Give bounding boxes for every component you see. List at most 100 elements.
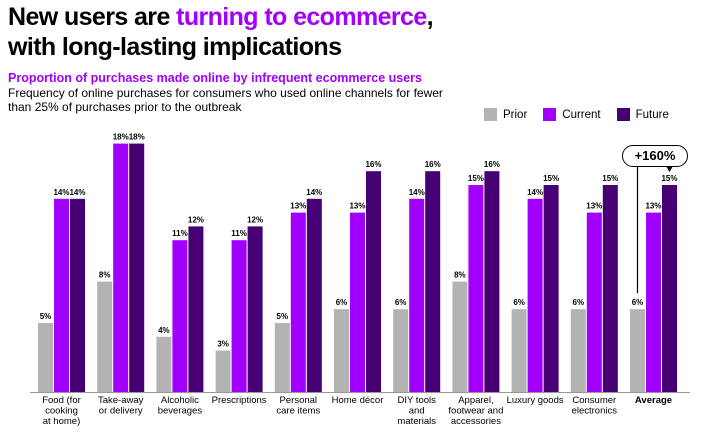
value-label-current-0: 14% xyxy=(53,188,69,197)
chart-legend: Prior Current Future xyxy=(484,108,669,121)
category-label-1-0: Take-away xyxy=(98,395,144,406)
value-label-prior-8: 6% xyxy=(513,298,525,307)
category-label-0-2: at home) xyxy=(43,416,81,427)
value-label-future-3: 12% xyxy=(247,215,263,224)
value-label-prior-10: 6% xyxy=(632,298,644,307)
value-label-current-1: 18% xyxy=(113,133,129,142)
category-label-0-1: cooking xyxy=(45,406,78,417)
bar-prior-3 xyxy=(215,350,231,392)
value-label-current-8: 14% xyxy=(527,188,543,197)
bar-current-0 xyxy=(54,198,69,392)
category-label-3-0: Prescriptions xyxy=(212,395,267,406)
legend-label-future: Future xyxy=(635,108,669,121)
category-label-1-1: or delivery xyxy=(99,406,143,417)
value-label-current-9: 13% xyxy=(586,202,602,211)
bar-current-9 xyxy=(586,212,602,392)
value-label-prior-7: 8% xyxy=(454,271,466,280)
bar-current-7 xyxy=(468,185,484,392)
category-label-5-0: Home décor xyxy=(332,395,384,406)
bar-future-0 xyxy=(70,198,85,392)
category-label-8-0: Luxury goods xyxy=(507,395,564,406)
chart-description: Frequency of online purchases for consum… xyxy=(8,86,443,114)
bar-current-5 xyxy=(350,212,365,392)
title-line2: with long-lasting implications xyxy=(8,33,342,61)
value-label-prior-2: 4% xyxy=(158,326,170,335)
bar-future-1 xyxy=(129,143,145,392)
category-label-0-0: Food (for xyxy=(42,395,81,406)
legend-item-current: Current xyxy=(543,108,601,121)
bar-prior-6 xyxy=(393,309,409,392)
title-part2: , xyxy=(426,3,434,31)
bar-prior-0 xyxy=(38,323,53,392)
value-label-future-10: 15% xyxy=(661,174,677,183)
bar-prior-1 xyxy=(97,281,113,392)
bar-prior-9 xyxy=(570,309,586,392)
bar-current-10 xyxy=(646,212,661,392)
value-label-future-8: 15% xyxy=(543,174,559,183)
legend-swatch-current xyxy=(543,108,557,121)
value-label-prior-4: 5% xyxy=(277,312,289,321)
bar-future-6 xyxy=(425,171,441,392)
value-label-prior-6: 6% xyxy=(395,298,407,307)
category-label-2-1: beverages xyxy=(158,406,203,417)
bar-prior-5 xyxy=(334,309,349,392)
category-label-6-0: DIY tools xyxy=(398,395,437,406)
category-label-2-0: Alcoholic xyxy=(161,395,199,406)
average-increase-callout: +160% xyxy=(622,145,688,167)
category-label-7-1: footwear and xyxy=(448,406,503,417)
callout-arrow-head xyxy=(666,166,673,172)
category-label-7-0: Apparel, xyxy=(458,395,493,406)
legend-item-future: Future xyxy=(616,108,669,121)
bar-current-8 xyxy=(527,198,543,392)
value-label-current-2: 11% xyxy=(172,229,188,238)
chart-subtitle: Proportion of purchases made online by i… xyxy=(8,71,422,85)
value-label-prior-9: 6% xyxy=(573,298,585,307)
title-accent: turning to ecommerce xyxy=(176,3,427,31)
bar-current-2 xyxy=(172,240,188,392)
value-label-current-4: 13% xyxy=(290,202,306,211)
legend-item-prior: Prior xyxy=(484,108,527,121)
bar-future-7 xyxy=(484,171,500,392)
category-label-7-2: accessories xyxy=(451,416,501,427)
value-label-future-1: 18% xyxy=(129,133,145,142)
bar-current-6 xyxy=(409,198,425,392)
legend-label-current: Current xyxy=(562,108,601,121)
value-label-future-2: 12% xyxy=(188,215,204,224)
title-part1: New users are xyxy=(8,3,177,31)
value-label-prior-1: 8% xyxy=(99,271,111,280)
value-label-prior-0: 5% xyxy=(40,312,52,321)
page-title: New users are turning to ecommerce, with… xyxy=(8,2,434,62)
value-label-current-7: 15% xyxy=(468,174,484,183)
value-label-prior-3: 3% xyxy=(217,340,229,349)
category-label-6-1: and xyxy=(409,406,425,417)
bar-prior-10 xyxy=(630,309,645,392)
category-label-9-1: electronics xyxy=(572,406,618,417)
value-label-future-6: 16% xyxy=(425,160,441,169)
value-label-current-6: 14% xyxy=(409,188,425,197)
category-label-9-0: Consumer xyxy=(572,395,616,406)
value-label-future-4: 14% xyxy=(306,188,322,197)
value-label-prior-5: 6% xyxy=(336,298,348,307)
bar-prior-4 xyxy=(274,323,290,392)
bar-future-9 xyxy=(602,185,618,392)
value-label-current-5: 13% xyxy=(349,202,365,211)
category-label-6-2: materials xyxy=(397,416,436,427)
bar-future-3 xyxy=(247,226,263,392)
bar-future-10 xyxy=(662,185,677,392)
bar-future-8 xyxy=(543,185,559,392)
value-label-future-7: 16% xyxy=(484,160,500,169)
value-label-future-5: 16% xyxy=(365,160,381,169)
bar-prior-7 xyxy=(452,281,468,392)
legend-label-prior: Prior xyxy=(503,108,528,121)
value-label-future-0: 14% xyxy=(69,188,85,197)
bar-current-3 xyxy=(231,240,247,392)
bar-future-4 xyxy=(306,198,322,392)
bar-current-4 xyxy=(290,212,306,392)
legend-swatch-future xyxy=(616,108,630,121)
category-label-10-0: Average xyxy=(635,395,672,406)
bar-prior-2 xyxy=(156,336,172,392)
bar-future-2 xyxy=(188,226,204,392)
legend-swatch-prior xyxy=(484,108,497,121)
bar-future-5 xyxy=(366,171,381,392)
